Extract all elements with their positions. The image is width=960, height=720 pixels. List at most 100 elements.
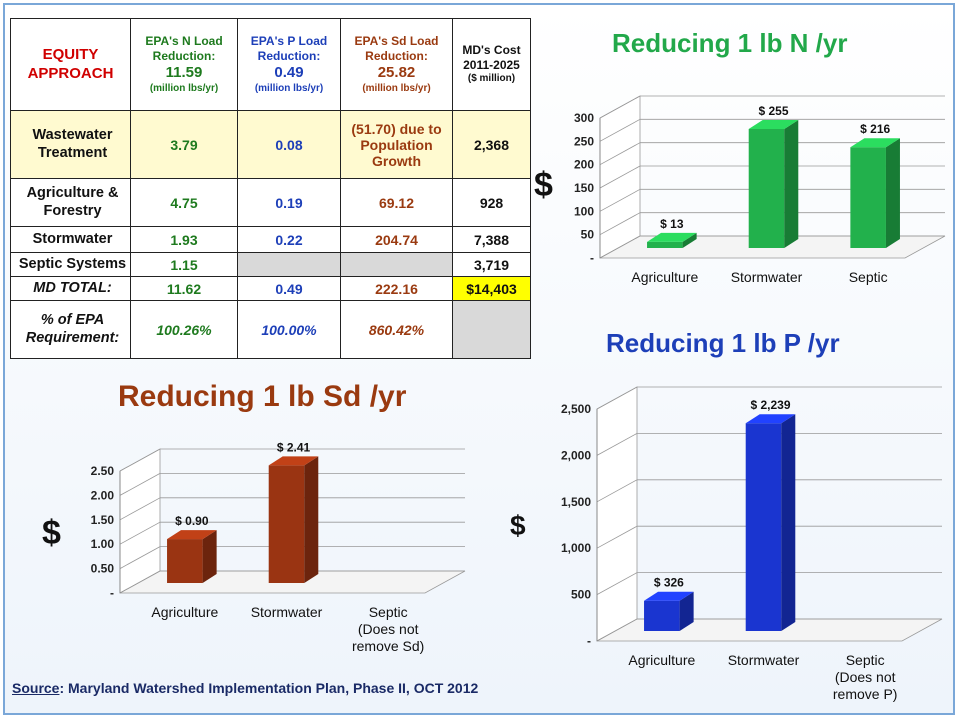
total-cost: $14,403 (452, 276, 531, 301)
gridline-side (599, 142, 641, 166)
gridline-side (596, 433, 638, 456)
p-cell: 0.08 (237, 110, 341, 179)
y-tick-label: - (590, 251, 594, 265)
bar (748, 129, 785, 248)
bar-top (850, 138, 900, 148)
header-approach: EQUITY APPROACH (10, 18, 131, 111)
gridline-side (596, 386, 638, 410)
table-row: Wastewater Treatment 3.79 0.08 (51.70) d… (10, 110, 531, 179)
total-label: MD TOTAL: (10, 276, 131, 301)
p-cell: 0.22 (237, 226, 341, 253)
x-tick-label: (Does not (358, 621, 419, 637)
y-tick-label: 1,000 (561, 541, 591, 555)
gridline-side (119, 473, 161, 496)
sd-chart-ylabel: $ (42, 514, 61, 552)
x-tick-label: Stormwater (251, 604, 323, 620)
pct-p: 100.00% (237, 300, 341, 359)
sd-reduction-chart: - 0.50 1.00 1.50 2.00 2.50 $ 0.90 Agriculture $ … (91, 440, 466, 654)
x-tick-label: Agriculture (631, 269, 698, 285)
chart-side-wall (119, 448, 161, 594)
pct-n: 100.26% (130, 300, 238, 359)
sd-title: EPA's Sd Load Reduction: (354, 33, 439, 63)
data-label: $ 13 (660, 217, 684, 231)
chart-side-wall (596, 386, 638, 642)
cost-unit: ($ million) (467, 73, 516, 85)
gridline-side (599, 118, 641, 142)
n-title: EPA's N Load Reduction: (145, 33, 223, 63)
cost-cell: 2,368 (452, 110, 531, 179)
table-header-row: EQUITY APPROACH EPA's N Load Reduction: … (10, 18, 531, 111)
y-tick-label: 50 (581, 228, 595, 242)
p-cell-empty (237, 252, 341, 277)
p-value: 0.49 (274, 63, 304, 81)
table-row: Stormwater 1.93 0.22 204.74 7,388 (10, 226, 531, 253)
n-unit: (million lbs/yr) (149, 82, 219, 94)
bar-side (304, 456, 319, 583)
y-tick-label: 100 (574, 204, 594, 218)
bar-side (679, 591, 694, 631)
sd-cell: 204.74 (340, 226, 453, 253)
x-tick-label: remove Sd) (352, 638, 424, 654)
x-tick-label: Agriculture (628, 652, 695, 668)
bar (647, 241, 683, 248)
bar-side (682, 232, 697, 248)
cost-title: MD's Cost 2011-2025 (462, 43, 521, 73)
gridline-side (119, 448, 161, 472)
p-unit: (million lbs/yr) (254, 82, 324, 94)
header-p: EPA's P Load Reduction: 0.49 (million lb… (237, 18, 341, 111)
bar (644, 600, 680, 631)
bar-side (784, 120, 799, 248)
gridline-side (599, 165, 641, 189)
x-tick-label: Stormwater (728, 652, 800, 668)
n-cell: 4.75 (130, 178, 238, 227)
data-label: $ 326 (654, 576, 684, 590)
pct-row: % of EPA Requirement: 100.26% 100.00% 86… (10, 300, 531, 359)
gridline-side (119, 546, 161, 569)
bar-top (745, 414, 796, 424)
x-tick-label: Septic (849, 269, 888, 285)
gridline-side (599, 212, 641, 236)
y-tick-label: 0.50 (91, 562, 115, 576)
y-tick-label: 500 (571, 588, 591, 602)
header-n: EPA's N Load Reduction: 11.59 (million l… (130, 18, 238, 111)
sector-cell: Agriculture & Forestry (10, 178, 131, 227)
bar-top (748, 120, 799, 129)
p-reduction-chart: - 500 1,000 1,500 2,000 2,500 $ 326 Agriculture… (561, 386, 943, 702)
y-tick-label: 250 (574, 134, 594, 148)
sd-value: 25.82 (377, 63, 416, 81)
gridline-side (119, 497, 161, 521)
data-label: $ 2,239 (750, 398, 790, 412)
n-chart-title: Reducing 1 lb N /yr (612, 28, 848, 58)
source-citation: Source: Maryland Watershed Implementatio… (12, 680, 478, 696)
sector-cell: Stormwater (10, 226, 131, 253)
gridline-side (599, 188, 641, 212)
bar-side (885, 138, 900, 248)
cost-cell: 928 (452, 178, 531, 227)
sd-chart-title: Reducing 1 lb Sd /yr (118, 380, 407, 413)
pct-sd: 860.42% (340, 300, 453, 359)
n-value: 11.59 (165, 63, 203, 81)
bar (745, 423, 782, 631)
sd-cell-empty (340, 252, 453, 277)
gridline-side (599, 235, 641, 259)
bar-top (167, 530, 217, 540)
y-tick-label: 200 (574, 158, 594, 172)
bar-top (268, 456, 319, 466)
bar (167, 539, 203, 583)
data-label: $ 216 (860, 122, 890, 136)
pct-cost-empty (452, 300, 531, 359)
y-tick-label: - (110, 586, 114, 600)
bar-side (781, 414, 796, 631)
x-tick-label: Agriculture (151, 604, 218, 620)
n-cell: 1.93 (130, 226, 238, 253)
gridline-side (596, 525, 638, 549)
n-cell: 3.79 (130, 110, 238, 179)
data-label: $ 255 (758, 104, 788, 118)
equity-table: EQUITY APPROACH EPA's N Load Reduction: … (10, 18, 531, 359)
y-tick-label: 2.50 (91, 464, 115, 478)
y-tick-label: 300 (574, 111, 594, 125)
gridline-side (596, 479, 638, 503)
n-reduction-chart: - 50 100 150 200 250 300 $ 13 Agriculture $ 255 St… (574, 95, 946, 285)
y-tick-label: - (587, 634, 591, 648)
y-tick-label: 2,000 (561, 448, 591, 462)
